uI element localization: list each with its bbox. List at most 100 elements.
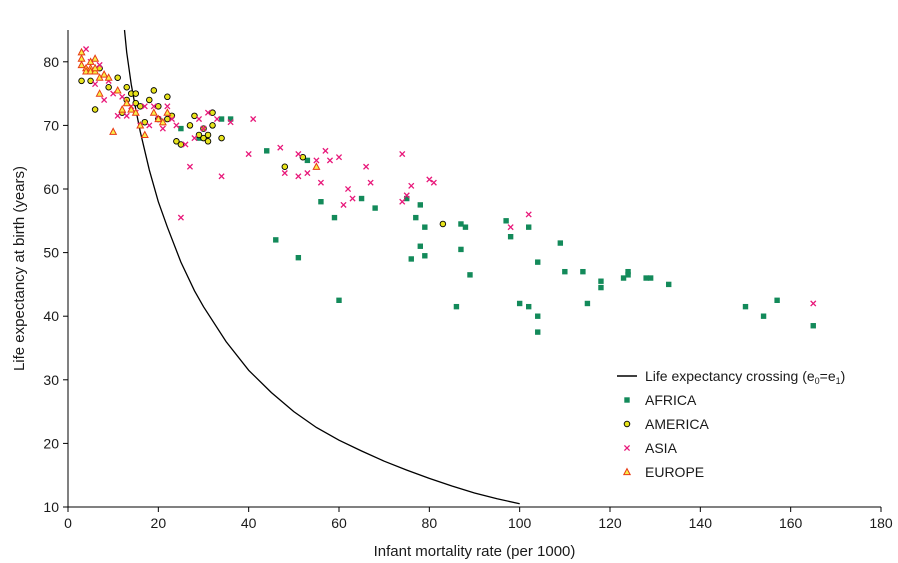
africa-point bbox=[625, 268, 631, 275]
america-point bbox=[146, 96, 153, 104]
america-point bbox=[209, 122, 216, 129]
america-point bbox=[281, 163, 289, 170]
asia-point bbox=[335, 154, 343, 161]
asia-point bbox=[408, 182, 415, 189]
america-point bbox=[164, 115, 171, 123]
europe-point bbox=[118, 105, 127, 113]
africa-point bbox=[643, 275, 649, 281]
asia-point bbox=[159, 125, 166, 132]
asia-point bbox=[250, 115, 257, 123]
legend-item-america: AMERICA bbox=[623, 416, 709, 432]
asia-point bbox=[344, 185, 352, 193]
asia-point bbox=[507, 224, 514, 231]
y-tick-label: 10 bbox=[43, 499, 59, 515]
y-tick-label: 80 bbox=[43, 54, 59, 70]
africa-point bbox=[458, 246, 464, 253]
america-point bbox=[195, 131, 203, 139]
asia-point bbox=[83, 46, 90, 53]
y-tick-label: 60 bbox=[43, 181, 59, 197]
x-ticks: 0 20 40 60 80 100 120 140 160 180 bbox=[64, 507, 893, 531]
x-tick-label: 160 bbox=[779, 515, 803, 531]
europe-point bbox=[109, 127, 118, 135]
asia-point bbox=[340, 201, 347, 208]
x-tick-label: 180 bbox=[869, 515, 893, 531]
europe-point bbox=[91, 63, 100, 72]
africa-point bbox=[404, 195, 410, 202]
asia-point bbox=[177, 214, 184, 221]
asia-point bbox=[186, 163, 194, 170]
america-point bbox=[173, 138, 180, 145]
legend-label-america: AMERICA bbox=[645, 416, 709, 432]
asia-point bbox=[213, 115, 221, 123]
y-tick-label: 50 bbox=[43, 245, 59, 261]
asia-point bbox=[810, 300, 817, 307]
asia-point bbox=[363, 163, 370, 170]
asia-point bbox=[399, 150, 406, 158]
asia-point bbox=[245, 150, 252, 158]
africa-point bbox=[742, 303, 749, 310]
asia-point bbox=[349, 195, 356, 202]
series-asia bbox=[83, 46, 817, 307]
asia-point bbox=[525, 211, 532, 218]
africa-point bbox=[227, 116, 234, 122]
africa-point bbox=[557, 240, 564, 246]
x-tick-label: 40 bbox=[241, 515, 257, 531]
africa-point bbox=[453, 303, 460, 310]
asia-point bbox=[168, 115, 175, 123]
africa-point bbox=[526, 303, 532, 310]
africa-point bbox=[417, 243, 423, 249]
legend-label-europe: EUROPE bbox=[645, 464, 704, 480]
asia-point bbox=[195, 115, 203, 123]
america-point bbox=[78, 77, 85, 85]
legend-marker-america bbox=[623, 420, 631, 428]
legend-label-africa: AFRICA bbox=[645, 392, 697, 408]
america-point bbox=[105, 83, 112, 91]
asia-point bbox=[313, 157, 320, 164]
africa-point bbox=[273, 237, 279, 243]
america-point bbox=[91, 106, 99, 113]
america-point bbox=[132, 90, 139, 97]
asia-point bbox=[141, 103, 148, 110]
life-expectancy-crossing-curve bbox=[123, 29, 520, 505]
x-tick-label: 100 bbox=[508, 515, 532, 531]
asia-point bbox=[430, 179, 437, 186]
asia-point bbox=[304, 170, 311, 177]
america-point bbox=[177, 141, 185, 148]
africa-point bbox=[535, 313, 541, 319]
europe-point bbox=[95, 89, 104, 97]
series-europe bbox=[77, 47, 321, 170]
africa-point bbox=[295, 254, 302, 261]
africa-point bbox=[526, 224, 532, 230]
europe-point bbox=[158, 117, 167, 126]
africa-point bbox=[647, 275, 654, 281]
asia-point bbox=[367, 179, 374, 186]
europe-point bbox=[77, 60, 86, 69]
asia-point bbox=[295, 150, 302, 158]
america-point bbox=[299, 153, 307, 161]
europe-point bbox=[136, 120, 145, 129]
africa-point bbox=[598, 278, 604, 284]
america-point bbox=[218, 134, 225, 142]
x-tick-label: 80 bbox=[422, 515, 438, 531]
asia-point bbox=[123, 112, 130, 119]
europe-point bbox=[113, 85, 122, 94]
africa-point bbox=[467, 272, 473, 278]
legend-item-europe: EUROPE bbox=[622, 464, 704, 480]
america-point bbox=[87, 77, 94, 85]
europe-point bbox=[127, 105, 136, 113]
y-axis-title: Life expectancy at birth (years) bbox=[11, 166, 28, 371]
africa-point bbox=[417, 202, 423, 208]
europe-point bbox=[149, 108, 158, 116]
africa-point bbox=[264, 148, 270, 154]
x-axis-title: Infant mortality rate (per 1000) bbox=[374, 543, 576, 560]
africa-point bbox=[422, 253, 428, 259]
america-point bbox=[186, 122, 194, 129]
america-point bbox=[204, 131, 212, 139]
europe-point bbox=[140, 130, 149, 139]
america-point bbox=[209, 109, 216, 116]
europe-point bbox=[163, 108, 172, 116]
asia-point bbox=[295, 173, 302, 180]
america-point bbox=[141, 118, 149, 126]
y-tick-label: 40 bbox=[43, 308, 59, 324]
legend-item-curve: Life expectancy crossing (e0=e1) bbox=[617, 368, 845, 386]
